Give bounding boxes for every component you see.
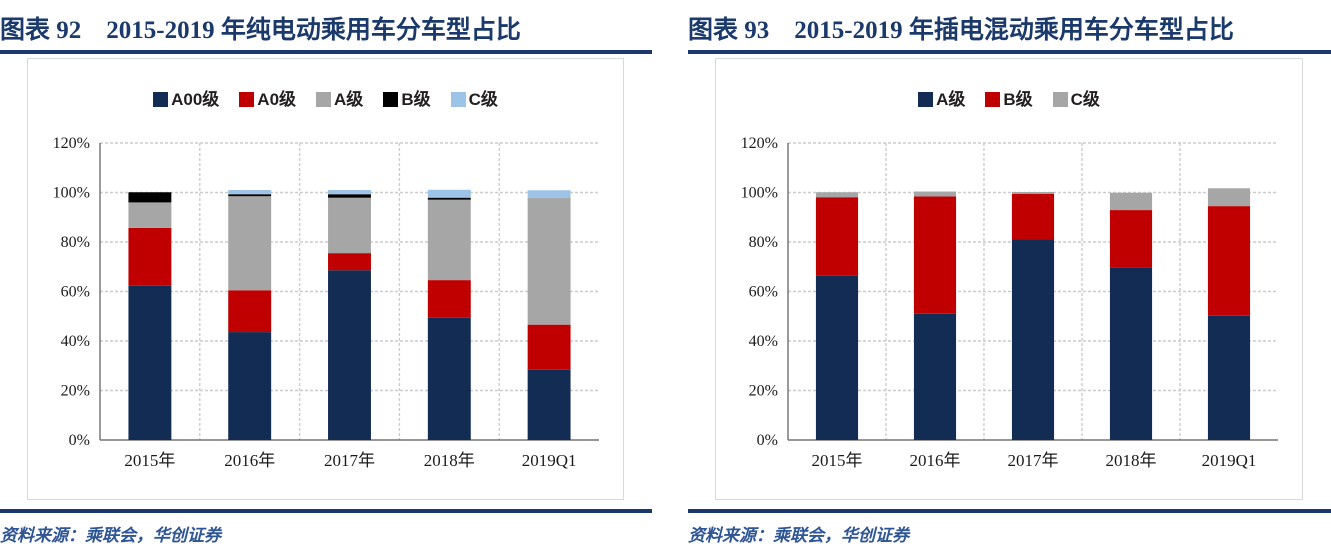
- svg-text:2017年: 2017年: [324, 451, 375, 470]
- svg-text:2015年: 2015年: [812, 451, 863, 470]
- svg-text:2019Q1: 2019Q1: [522, 451, 577, 470]
- svg-text:2016年: 2016年: [910, 451, 961, 470]
- svg-text:20%: 20%: [749, 383, 778, 400]
- svg-text:60%: 60%: [749, 284, 778, 301]
- svg-text:2019Q1: 2019Q1: [1202, 451, 1257, 470]
- svg-text:2016年: 2016年: [224, 451, 275, 470]
- svg-text:40%: 40%: [61, 333, 90, 350]
- svg-text:80%: 80%: [749, 234, 778, 251]
- svg-text:2018年: 2018年: [1106, 451, 1157, 470]
- svg-text:120%: 120%: [53, 135, 90, 152]
- svg-text:100%: 100%: [53, 185, 90, 202]
- svg-text:40%: 40%: [749, 333, 778, 350]
- svg-text:120%: 120%: [741, 135, 778, 152]
- svg-text:100%: 100%: [741, 185, 778, 202]
- svg-text:60%: 60%: [61, 284, 90, 301]
- svg-text:0%: 0%: [69, 432, 90, 449]
- svg-text:2018年: 2018年: [424, 451, 475, 470]
- svg-text:2015年: 2015年: [124, 451, 175, 470]
- svg-text:2017年: 2017年: [1008, 451, 1059, 470]
- svg-text:20%: 20%: [61, 383, 90, 400]
- svg-text:0%: 0%: [757, 432, 778, 449]
- svg-text:80%: 80%: [61, 234, 90, 251]
